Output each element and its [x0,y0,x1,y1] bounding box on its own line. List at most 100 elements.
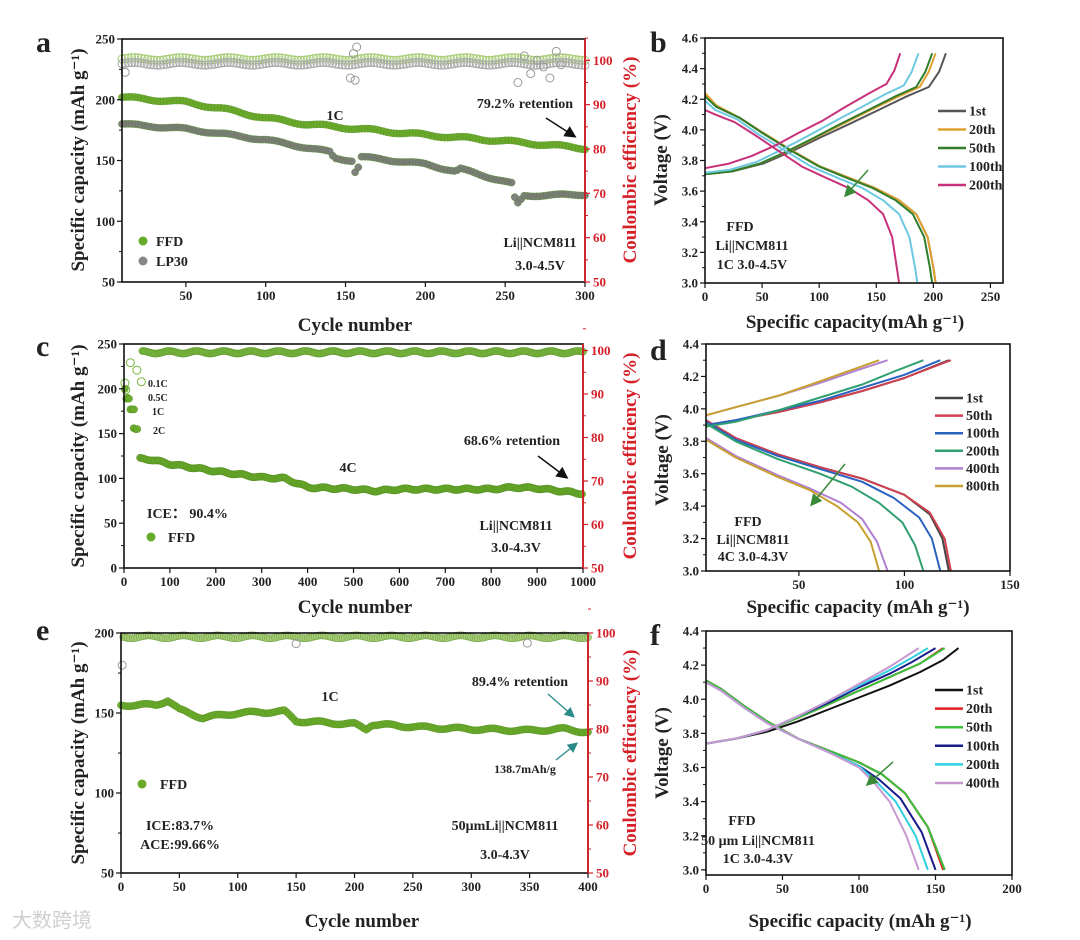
point-FFD-CE [456,53,465,63]
point-LP30-CE [465,58,475,68]
point-LP30-CE [254,60,264,70]
x-tick-label: 200 [345,879,365,894]
y2-tick-label: 100 [593,53,613,68]
point-LP30-CE [175,58,184,67]
y-axis-title: Voltage (V) [651,114,672,206]
point-FFD-CE [152,55,162,65]
point-FFD-CE [274,53,283,63]
point-LP30-CE [328,58,338,68]
point-LP30-CE [187,59,197,69]
point-LP30-CE [305,59,315,69]
point-LP30-CE [392,60,402,70]
curve-200th-charge [705,359,924,428]
y-axis-title: Voltage (V) [652,707,673,799]
y2-tick-label: 90 [596,674,609,689]
chart-c: 0 100 200 300 400 500 600 700 800 900 1000 0 50 100 15… [98,328,611,589]
y-tick-label: 4.2 [682,92,698,107]
y2-tick-label: 70 [593,186,606,201]
point-LP30-CE-outliers [545,73,555,83]
x-tick-label: 150 [926,881,946,896]
legend-marker-ffd [138,236,148,246]
y2-tick-label: 60 [596,818,609,833]
series-layer [120,347,587,499]
curve-400th-discharge [705,681,920,871]
point-LP30 [354,163,363,172]
point-FFD-CE [296,55,306,65]
point-LP30-CE [484,60,494,70]
x-tick-label: 100 [256,288,276,303]
x-tick-label: 900 [527,574,547,589]
point-FFD-CE [299,55,309,65]
x-tick-label: 100 [895,577,915,592]
point-FFD-CE [123,53,133,63]
final-capacity-label: 138.7mAh/g [494,762,556,776]
y2-tick-label: 60 [593,230,606,245]
legend-label-200th: 200th [966,758,1000,773]
point-FFD-CE [414,53,424,63]
curve-1st-charge [705,359,950,427]
y-tick-label: 3.8 [683,726,700,741]
final-capacity-arrow [555,742,579,761]
point-FFD-CE [433,55,443,65]
curve-50th-discharge [705,419,952,572]
point-LP30-CE [197,60,207,70]
y-tick-label: 3.2 [683,828,699,843]
point-LP30-CE [331,59,341,69]
y-tick-label: 3.6 [682,184,699,199]
point-LP30-CE [334,60,344,69]
rate-label-2C: 2C [153,426,165,437]
point-FFD-CE [149,55,159,65]
y-tick-label: 4.4 [683,337,700,352]
point-LP30-CE [270,58,280,67]
point-FFD-CE [293,55,303,65]
point-LP30-CE [309,59,319,68]
point-FFD-CE [363,53,373,63]
y2-tick-label: 50 [593,275,606,290]
cell-label: 50 μm Li||NCM811 [701,834,815,849]
y2-tick-label: 100 [596,626,616,641]
point-LP30-CE [446,59,456,69]
panel-d: d Voltage (V) Specific capacity (mAh g⁻¹… [650,334,1000,618]
legend-label-100th: 100th [969,160,1003,175]
point-FFD-CE [222,53,232,63]
cell-label: Li||NCM811 [479,519,552,534]
point-FFD-CE [452,53,462,63]
point-LP30-CE [385,60,395,70]
y-tick-label: 3.2 [682,245,698,260]
retention-arrow [545,117,577,138]
point-LP30-CE [539,60,548,70]
panel-f: f Voltage (V) Specific capacity (mAh g⁻¹… [650,619,1000,932]
point-FFD-CE [155,55,165,65]
x-tick-label: 800 [481,574,501,589]
point-LP30-CE [165,59,175,69]
point-LP30-CE [293,60,303,70]
x-tick-label: 300 [252,574,272,589]
point-FFD-CE [277,53,287,63]
point-FFD-CE [197,55,207,65]
panel-e: e Specific capacity (mAh g⁻¹) Coulombic … [36,614,641,932]
point-LP30-CE [181,58,191,68]
y2-tick-label: 50 [591,561,604,576]
point-LP30-CE [376,59,386,68]
point-FFD-CE [462,53,472,63]
x-axis-title: Cycle number [298,315,413,336]
point-LP30-CE [261,59,271,69]
point-LP30-CE [130,58,140,67]
x-tick-label: 200 [416,288,436,303]
point-LP30-CE [395,60,405,70]
point-FFD-CE [516,53,526,63]
point-LP30-CE [449,59,459,69]
point-FFD-CE [315,53,325,63]
panel-letter: e [36,614,49,647]
point-FFD-CE [280,53,290,63]
point-FFD-CE-initial [136,377,146,387]
point-LP30-CE [468,58,478,68]
point-FFD-CE [248,55,258,65]
point-LP30-CE [433,60,443,70]
point-FFD-CE-outliers [291,639,301,649]
panel-letter: b [650,26,667,59]
chart-d: 50 100 150 3.0 3.2 3.4 3.6 3.8 4.0 4.2 4.4 [683,337,1020,593]
point-LP30-CE [411,58,421,68]
point-LP30-CE [139,59,149,69]
y-tick-label: 0 [111,561,118,576]
